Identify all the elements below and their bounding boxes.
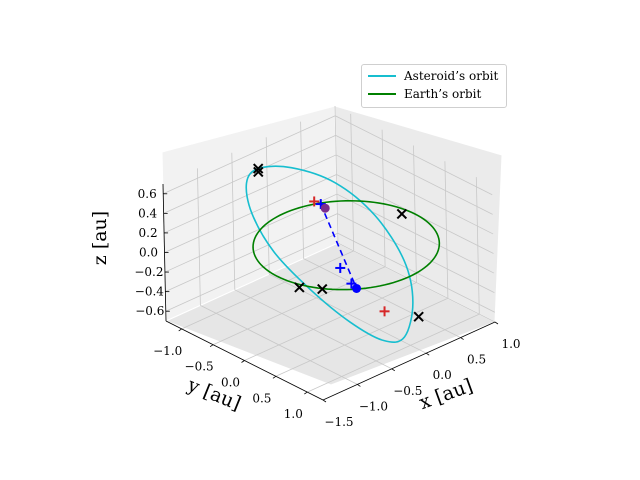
x-tick-label: 1.0: [284, 407, 303, 421]
x-tick-mark: [178, 328, 182, 332]
legend-item-asteroid: Asteroid’s orbit: [368, 67, 498, 85]
x-tick-mark: [272, 375, 277, 379]
black-x-marker-stroke: [252, 163, 264, 174]
z-tick-label: −0.2: [134, 265, 163, 279]
x-tick-label: −0.5: [185, 360, 214, 374]
grid-line-z: [337, 213, 495, 294]
black-x-marker-stroke: [294, 282, 305, 293]
grid-line-y: [337, 242, 496, 323]
x-tick-mark: [241, 360, 245, 363]
x-tick-label: 0.0: [221, 376, 240, 390]
y-tick-mark: [460, 337, 464, 340]
blue-plus-marker: [335, 262, 346, 273]
black-x-marker-stroke: [413, 311, 424, 322]
y-axis-line: [322, 321, 496, 401]
red-plus-marker: [379, 306, 390, 317]
grid-line-z: [165, 232, 338, 312]
y-tick-mark: [425, 352, 430, 356]
transfer-path-line: [320, 203, 358, 289]
x-tick-mark: [209, 344, 214, 348]
y-tick-mark: [494, 321, 499, 325]
red-plus-marker: [309, 196, 320, 207]
grid-line-z: [164, 193, 338, 273]
z-tick-label: −0.6: [135, 304, 164, 318]
z-tick-label: 0.4: [138, 206, 157, 220]
grid-line-x: [181, 250, 354, 330]
y-tick-label: 0.0: [433, 368, 452, 382]
z-tick-label: 0.0: [139, 246, 158, 260]
grid-line-z: [336, 193, 495, 274]
grid-line-z: [335, 134, 493, 215]
axis-lines: [162, 183, 499, 403]
legend-swatch-earth: [368, 93, 396, 95]
axes-panes: [161, 105, 503, 386]
grid-line-z: [335, 115, 493, 196]
grid-line-y: [200, 305, 358, 385]
legend-swatch-asteroid: [368, 75, 396, 77]
tick-labels: −1.0−0.50.00.51.0−1.5−1.0−0.50.00.51.0−0…: [134, 187, 520, 429]
grid-line-z: [163, 154, 337, 234]
grid-line-y: [234, 289, 392, 370]
blue-plus-marker: [346, 278, 357, 289]
blue-dot-marker: [352, 283, 362, 293]
black-x-marker-stroke: [396, 208, 408, 220]
grid-line-y: [303, 258, 461, 338]
black-x-marker: [253, 166, 264, 178]
grid-line-x: [275, 297, 449, 377]
y-tick-mark: [391, 368, 396, 372]
black-x-marker: [252, 163, 264, 174]
black-x-marker: [396, 208, 408, 220]
x-tick-label: 0.5: [252, 391, 271, 405]
y-tick-mark: [322, 399, 327, 403]
series-layer: [245, 165, 441, 344]
purple-dot-marker: [320, 203, 330, 213]
grid-line-x: [212, 266, 386, 346]
y-tick-label: −1.5: [324, 415, 353, 429]
x-tick-label: −1.0: [153, 344, 182, 358]
legend-item-earth: Earth’s orbit: [368, 85, 481, 103]
black-x-marker: [317, 283, 328, 295]
grid-line-z: [164, 174, 337, 253]
y-tick-label: −0.5: [393, 384, 422, 398]
legend-label-earth: Earth’s orbit: [404, 87, 482, 101]
y-tick-label: 0.5: [467, 353, 486, 367]
black-x-marker-stroke: [317, 283, 328, 295]
grid-line-z: [163, 115, 336, 195]
asteroid-orbit-line: [245, 165, 414, 344]
grid-line-x: [244, 282, 417, 361]
y-tick-label: 1.0: [501, 337, 520, 351]
x-tick-mark: [304, 391, 308, 395]
z-tick-label: −0.4: [135, 285, 165, 299]
earth-orbit-line: [252, 199, 441, 291]
marker-layer: [252, 163, 424, 322]
grid-line-z: [335, 154, 494, 235]
y-tick-mark: [357, 384, 361, 387]
legend-label-asteroid: Asteroid’s orbit: [404, 69, 499, 83]
black-x-marker: [413, 311, 424, 322]
black-x-marker: [294, 282, 305, 293]
z-tick-label: 0.6: [138, 187, 157, 201]
z-tick-label: 0.2: [139, 226, 158, 240]
grid-line-z: [165, 213, 338, 293]
z-axis-label: z [au]: [89, 211, 111, 265]
y-tick-label: −1.0: [359, 399, 388, 413]
legend: Asteroid’s orbit Earth’s orbit: [361, 64, 507, 108]
grid-line-x: [307, 313, 480, 393]
black-x-marker-stroke: [253, 166, 264, 178]
